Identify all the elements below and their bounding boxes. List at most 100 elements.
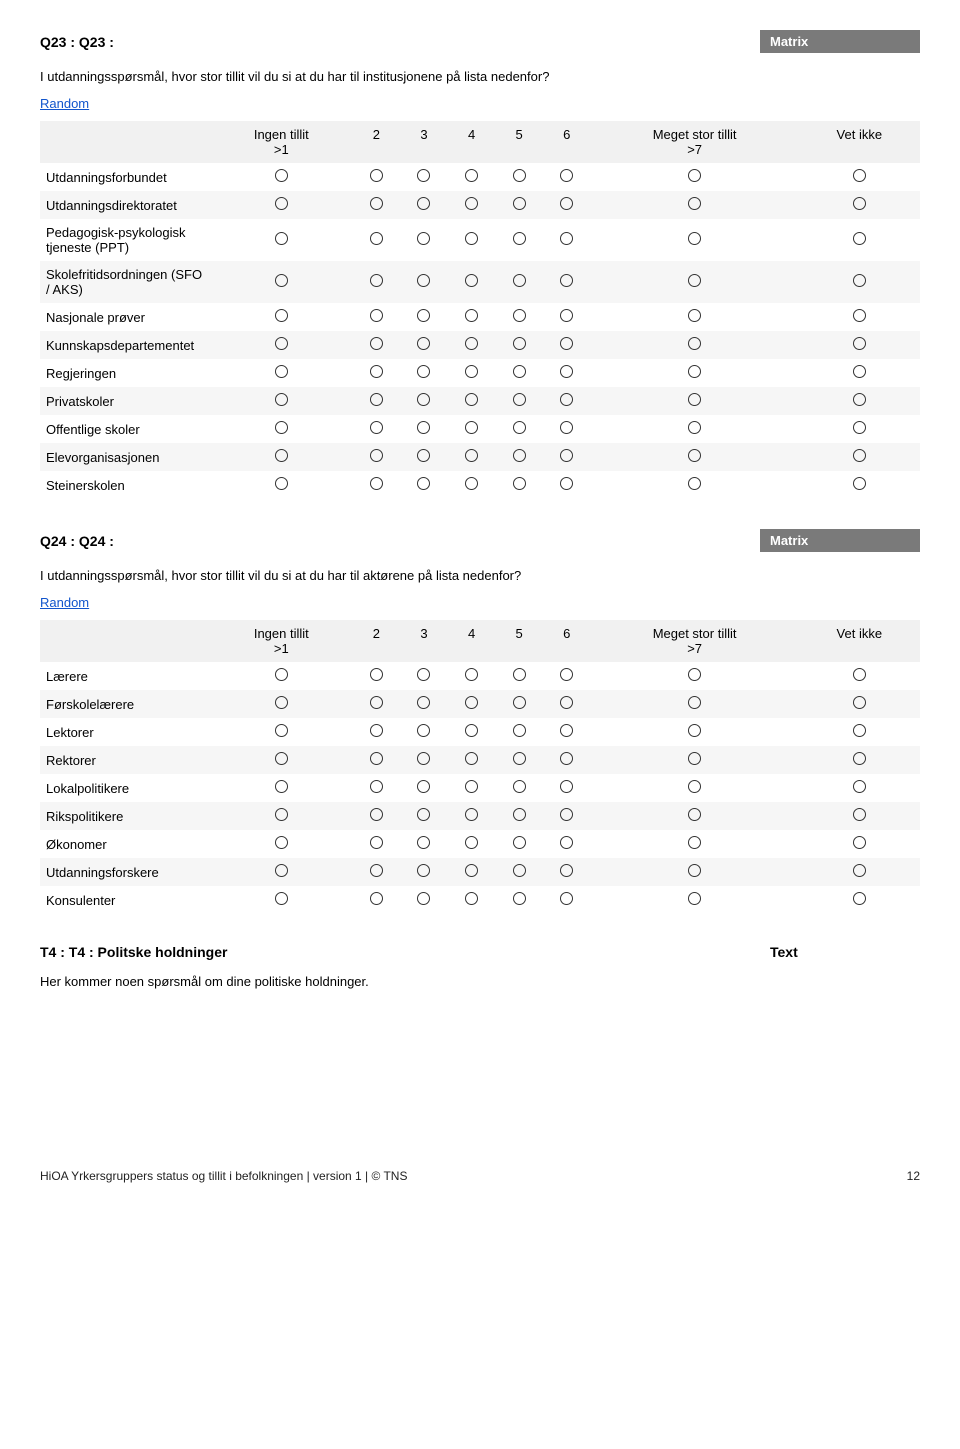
radio-icon[interactable]	[513, 197, 526, 210]
radio-cell[interactable]	[353, 443, 401, 471]
radio-icon[interactable]	[275, 197, 288, 210]
radio-cell[interactable]	[353, 746, 401, 774]
radio-icon[interactable]	[465, 724, 478, 737]
radio-icon[interactable]	[417, 421, 430, 434]
radio-cell[interactable]	[543, 331, 591, 359]
radio-cell[interactable]	[591, 415, 799, 443]
radio-cell[interactable]	[353, 662, 401, 690]
radio-cell[interactable]	[591, 191, 799, 219]
radio-cell[interactable]	[448, 415, 496, 443]
radio-cell[interactable]	[400, 443, 448, 471]
radio-icon[interactable]	[688, 197, 701, 210]
radio-cell[interactable]	[353, 830, 401, 858]
radio-cell[interactable]	[400, 303, 448, 331]
radio-cell[interactable]	[543, 261, 591, 303]
radio-icon[interactable]	[560, 309, 573, 322]
radio-cell[interactable]	[543, 219, 591, 261]
radio-icon[interactable]	[513, 836, 526, 849]
radio-icon[interactable]	[465, 780, 478, 793]
radio-icon[interactable]	[688, 393, 701, 406]
radio-icon[interactable]	[688, 337, 701, 350]
radio-icon[interactable]	[275, 808, 288, 821]
radio-icon[interactable]	[560, 668, 573, 681]
radio-icon[interactable]	[513, 696, 526, 709]
radio-icon[interactable]	[370, 197, 383, 210]
radio-cell[interactable]	[495, 718, 543, 746]
radio-cell[interactable]	[591, 471, 799, 499]
radio-cell[interactable]	[543, 471, 591, 499]
radio-icon[interactable]	[853, 232, 866, 245]
radio-icon[interactable]	[370, 477, 383, 490]
q23-random-link[interactable]: Random	[40, 96, 89, 111]
radio-icon[interactable]	[853, 169, 866, 182]
radio-icon[interactable]	[513, 780, 526, 793]
radio-cell[interactable]	[210, 690, 353, 718]
radio-icon[interactable]	[417, 309, 430, 322]
radio-icon[interactable]	[465, 808, 478, 821]
radio-cell[interactable]	[799, 443, 920, 471]
radio-icon[interactable]	[275, 169, 288, 182]
radio-icon[interactable]	[465, 197, 478, 210]
radio-icon[interactable]	[853, 197, 866, 210]
radio-icon[interactable]	[513, 724, 526, 737]
radio-cell[interactable]	[210, 303, 353, 331]
radio-cell[interactable]	[543, 415, 591, 443]
radio-cell[interactable]	[210, 219, 353, 261]
radio-icon[interactable]	[275, 393, 288, 406]
radio-icon[interactable]	[853, 393, 866, 406]
radio-icon[interactable]	[370, 780, 383, 793]
radio-cell[interactable]	[448, 219, 496, 261]
radio-cell[interactable]	[210, 387, 353, 415]
radio-icon[interactable]	[853, 309, 866, 322]
radio-icon[interactable]	[853, 864, 866, 877]
radio-cell[interactable]	[495, 858, 543, 886]
radio-icon[interactable]	[275, 274, 288, 287]
radio-icon[interactable]	[465, 393, 478, 406]
radio-icon[interactable]	[513, 393, 526, 406]
radio-icon[interactable]	[853, 724, 866, 737]
radio-cell[interactable]	[400, 191, 448, 219]
radio-cell[interactable]	[210, 802, 353, 830]
radio-icon[interactable]	[370, 696, 383, 709]
radio-cell[interactable]	[591, 219, 799, 261]
radio-cell[interactable]	[448, 261, 496, 303]
radio-icon[interactable]	[560, 696, 573, 709]
radio-cell[interactable]	[543, 443, 591, 471]
radio-cell[interactable]	[353, 690, 401, 718]
radio-icon[interactable]	[513, 232, 526, 245]
radio-cell[interactable]	[591, 746, 799, 774]
radio-cell[interactable]	[591, 690, 799, 718]
radio-cell[interactable]	[495, 746, 543, 774]
radio-icon[interactable]	[560, 365, 573, 378]
radio-icon[interactable]	[275, 836, 288, 849]
radio-icon[interactable]	[370, 337, 383, 350]
radio-icon[interactable]	[465, 696, 478, 709]
radio-cell[interactable]	[210, 471, 353, 499]
radio-cell[interactable]	[210, 443, 353, 471]
radio-icon[interactable]	[275, 696, 288, 709]
radio-icon[interactable]	[417, 696, 430, 709]
radio-cell[interactable]	[495, 886, 543, 914]
radio-icon[interactable]	[853, 421, 866, 434]
radio-cell[interactable]	[448, 303, 496, 331]
radio-icon[interactable]	[688, 780, 701, 793]
radio-icon[interactable]	[370, 421, 383, 434]
radio-icon[interactable]	[560, 836, 573, 849]
radio-cell[interactable]	[543, 690, 591, 718]
radio-cell[interactable]	[543, 191, 591, 219]
radio-cell[interactable]	[353, 774, 401, 802]
radio-icon[interactable]	[560, 892, 573, 905]
radio-cell[interactable]	[448, 662, 496, 690]
radio-icon[interactable]	[370, 892, 383, 905]
radio-cell[interactable]	[495, 359, 543, 387]
radio-cell[interactable]	[210, 886, 353, 914]
radio-icon[interactable]	[513, 337, 526, 350]
radio-cell[interactable]	[210, 858, 353, 886]
radio-icon[interactable]	[275, 724, 288, 737]
radio-cell[interactable]	[591, 387, 799, 415]
radio-icon[interactable]	[275, 232, 288, 245]
radio-icon[interactable]	[275, 337, 288, 350]
radio-cell[interactable]	[400, 662, 448, 690]
radio-icon[interactable]	[370, 393, 383, 406]
radio-cell[interactable]	[543, 858, 591, 886]
